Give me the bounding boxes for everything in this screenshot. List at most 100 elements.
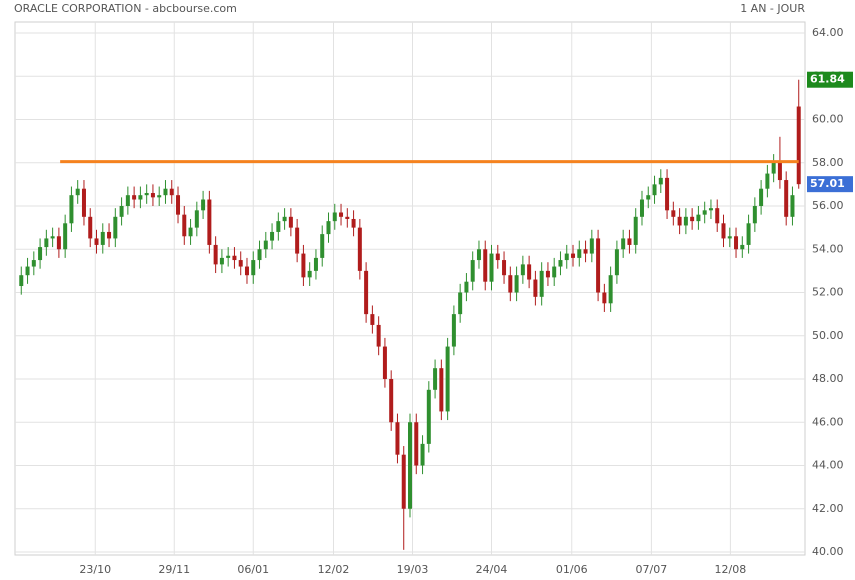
- price-badge-label: 61.84: [810, 73, 845, 86]
- candle-body: [194, 210, 199, 228]
- candle-body: [382, 346, 387, 379]
- candle-body: [364, 270, 369, 315]
- candle-body: [426, 389, 431, 444]
- x-tick-label: 01/06: [556, 563, 588, 576]
- candle-body: [38, 247, 43, 261]
- y-tick-label: 52.00: [812, 286, 844, 299]
- candle-body: [88, 216, 93, 239]
- chart-title: ORACLE CORPORATION - abcbourse.com: [14, 2, 237, 15]
- candle-body: [201, 199, 206, 211]
- candle-body: [50, 236, 55, 239]
- candle-body: [345, 216, 350, 219]
- period-label: 1 AN - JOUR: [740, 2, 805, 15]
- candle-body: [439, 368, 444, 412]
- candle-body: [520, 264, 525, 276]
- candle-body: [176, 195, 181, 215]
- candle-body: [777, 162, 782, 181]
- candle-body: [677, 216, 682, 226]
- candle-body: [232, 255, 237, 261]
- candle-body: [320, 234, 325, 258]
- candle-body: [583, 249, 588, 254]
- plot-frame: [14, 21, 806, 556]
- candle-body: [577, 249, 582, 258]
- candle-body: [169, 188, 174, 196]
- candle-body: [44, 238, 49, 248]
- candle-body: [614, 249, 619, 276]
- candle-body: [370, 314, 375, 325]
- candle-body: [470, 260, 475, 282]
- candle-body: [545, 270, 550, 278]
- candle-body: [238, 260, 243, 267]
- candle-body: [608, 275, 613, 304]
- candle-body: [138, 195, 143, 200]
- x-tick-label: 24/04: [476, 563, 508, 576]
- x-tick-label: 07/07: [636, 563, 668, 576]
- candle-body: [596, 238, 601, 293]
- candle-body: [552, 266, 557, 278]
- candle-body: [734, 236, 739, 250]
- candle-body: [75, 188, 80, 196]
- candle-body: [182, 214, 187, 237]
- candle-body: [157, 195, 162, 198]
- candle-body: [658, 177, 663, 185]
- y-tick-label: 42.00: [812, 502, 844, 515]
- candle-body: [19, 275, 24, 287]
- candle-body: [150, 193, 155, 198]
- x-tick-label: 23/10: [79, 563, 111, 576]
- candle-body: [144, 193, 149, 196]
- candle-body: [307, 270, 312, 278]
- candle-body: [476, 249, 481, 261]
- candle-body: [727, 236, 732, 239]
- candle-body: [639, 199, 644, 217]
- candle-body: [589, 238, 594, 254]
- candle-body: [652, 184, 657, 196]
- candle-body: [263, 240, 268, 250]
- candle-body: [696, 214, 701, 222]
- candle-body: [489, 253, 494, 282]
- candle-body: [31, 260, 36, 267]
- candle-body: [602, 292, 607, 304]
- candle-body: [464, 281, 469, 293]
- candle-body: [251, 260, 256, 276]
- x-tick-label: 12/02: [318, 563, 350, 576]
- candle-body: [295, 227, 300, 254]
- y-tick-label: 54.00: [812, 242, 844, 255]
- price-badge-label: 57.01: [810, 177, 845, 190]
- candle-body: [63, 223, 68, 250]
- candle-body: [107, 231, 112, 239]
- candle-body: [702, 210, 707, 215]
- candle-body: [270, 231, 275, 241]
- candle-body: [784, 180, 789, 217]
- y-tick-label: 46.00: [812, 415, 844, 428]
- y-tick-label: 40.00: [812, 545, 844, 558]
- candle-body: [125, 195, 130, 206]
- candle-body: [633, 216, 638, 245]
- candle-body: [288, 216, 293, 228]
- candle-body: [326, 221, 331, 235]
- candle-body: [56, 236, 61, 250]
- candle-body: [113, 216, 118, 239]
- candle-body: [389, 379, 394, 423]
- candle-body: [433, 368, 438, 390]
- candle-body: [401, 454, 406, 509]
- candle-body: [752, 206, 757, 224]
- candle-body: [771, 162, 776, 174]
- candle-body: [451, 314, 456, 347]
- candle-body: [708, 208, 713, 211]
- candle-body: [69, 195, 74, 224]
- candle-body: [690, 216, 695, 222]
- candle-body: [665, 177, 670, 211]
- candle-body: [119, 206, 124, 217]
- candle-body: [458, 292, 463, 315]
- candle-body: [226, 255, 231, 258]
- candle-body: [495, 253, 500, 261]
- candle-body: [332, 212, 337, 222]
- candle-body: [558, 260, 563, 267]
- x-tick-label: 19/03: [397, 563, 429, 576]
- candle-body: [282, 216, 287, 222]
- candle-body: [564, 253, 569, 261]
- candle-body: [257, 249, 262, 261]
- candle-body: [765, 173, 770, 189]
- candle-body: [414, 422, 419, 466]
